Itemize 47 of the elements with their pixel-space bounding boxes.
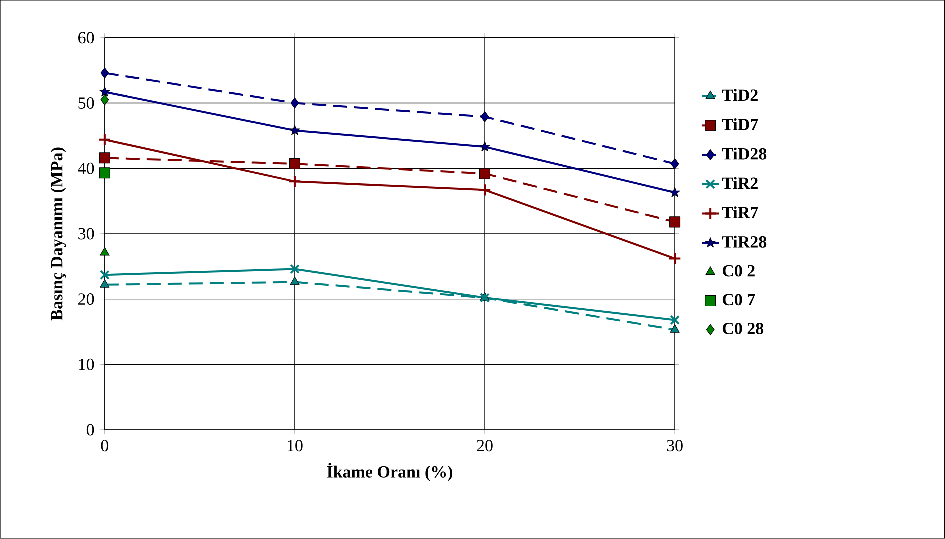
point (670, 158, 680, 170)
legend-label: C0 7 (722, 294, 756, 306)
y-tick-label: 10 (79, 358, 94, 370)
point (670, 315, 680, 326)
point (100, 86, 110, 97)
point (290, 125, 300, 136)
point (480, 168, 491, 180)
y-axis-title: Basınç Dayanımı (MPa) (50, 148, 66, 321)
x-tick-label: 10 (288, 440, 303, 452)
point (98, 133, 112, 146)
point (290, 98, 300, 109)
y-tick-label: 30 (78, 228, 94, 240)
point (290, 264, 300, 274)
point (290, 276, 300, 286)
point (480, 142, 490, 152)
point (100, 247, 110, 256)
x-tick-label: 0 (101, 440, 109, 452)
point (100, 68, 110, 79)
point (288, 175, 302, 188)
point (99, 152, 110, 164)
point (670, 216, 681, 228)
y-tick-label: 50 (78, 98, 94, 110)
point (99, 168, 110, 179)
x-tick-label: 30 (667, 440, 683, 452)
legend-label: TiD28 (722, 148, 767, 160)
legend-label: TiD7 (722, 118, 758, 130)
legend-label: C0 28 (722, 323, 764, 335)
point (478, 184, 492, 197)
y-tick-label: 20 (78, 294, 94, 306)
legend-label: TiD2 (722, 89, 758, 102)
x-tick-label: 20 (477, 440, 493, 452)
legend-label: TiR7 (722, 206, 758, 218)
legend-label: TiR28 (722, 236, 767, 248)
legend-label: TiR2 (722, 177, 758, 190)
point (100, 279, 110, 288)
point (289, 158, 300, 170)
point (668, 252, 682, 266)
point (480, 112, 490, 123)
point (670, 187, 680, 198)
y-tick-label: 40 (78, 162, 94, 174)
point (100, 94, 110, 106)
legend-label: C0 2 (722, 265, 755, 277)
point (100, 270, 110, 280)
y-tick-label: 60 (78, 32, 94, 44)
y-tick-label: 0 (86, 424, 94, 436)
point (670, 324, 680, 333)
x-axis-title: İkame Oranı (%) (327, 463, 453, 482)
